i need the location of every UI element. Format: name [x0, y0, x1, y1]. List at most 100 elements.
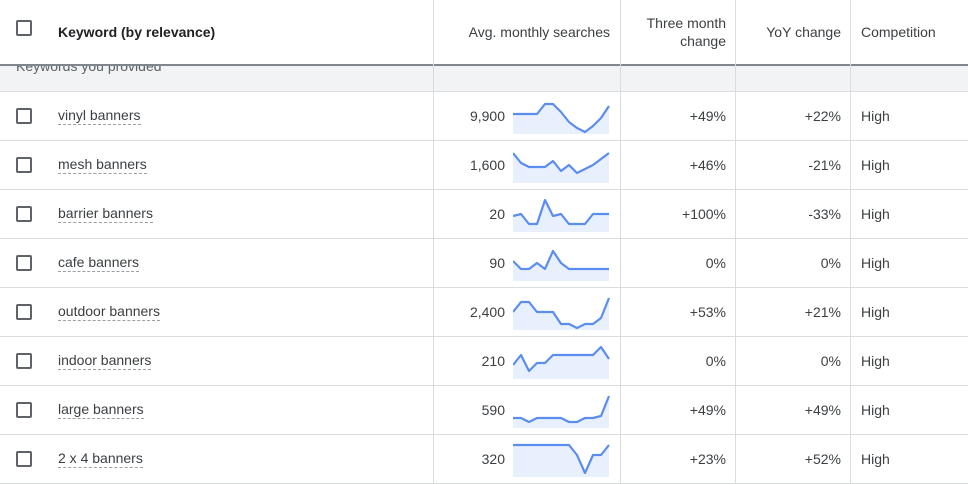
header-avg-monthly-searches[interactable]: Avg. monthly searches: [434, 0, 610, 64]
keyword-cell[interactable]: indoor banners: [58, 337, 152, 385]
sparkline-area: [513, 153, 609, 183]
trend-sparkline[interactable]: [513, 343, 610, 379]
trend-sparkline[interactable]: [513, 98, 610, 134]
header-competition-label: Competition: [861, 24, 936, 40]
yoy-change-value: 0%: [820, 353, 841, 369]
yoy-change-value: +21%: [804, 304, 841, 320]
select-all-checkbox[interactable]: [16, 20, 32, 36]
row-checkbox[interactable]: [16, 157, 32, 173]
competition-value: High: [861, 255, 890, 271]
column-divider: [735, 0, 736, 484]
table-row[interactable]: outdoor banners 2,400 +53% +21% High: [0, 288, 968, 337]
keyword-cell[interactable]: vinyl banners: [58, 92, 141, 140]
keyword-text[interactable]: 2 x 4 banners: [58, 450, 143, 468]
yoy-change-value: 0%: [820, 255, 841, 271]
competition-value: High: [861, 108, 890, 124]
avg-monthly-searches-value: 1,600: [469, 157, 505, 173]
trend-sparkline[interactable]: [513, 196, 610, 232]
header-keyword[interactable]: Keyword (by relevance): [58, 24, 216, 40]
avg-monthly-searches-value: 210: [481, 353, 505, 369]
sparkline-line: [513, 198, 609, 226]
avg-monthly-searches-value: 2,400: [469, 304, 505, 320]
keyword-text[interactable]: cafe banners: [58, 254, 139, 272]
competition-value: High: [861, 206, 890, 222]
sparkline-line: [513, 443, 610, 475]
keyword-text[interactable]: outdoor banners: [58, 303, 160, 321]
table-header: Keyword (by relevance) Avg. monthly sear…: [0, 0, 968, 66]
trend-sparkline[interactable]: [513, 441, 610, 477]
three-month-change-value: +23%: [689, 451, 726, 467]
table-row[interactable]: barrier banners 20 +100% -33% High: [0, 190, 968, 239]
table-row[interactable]: indoor banners 210 0% 0% High: [0, 337, 968, 386]
sparkline-area: [513, 298, 609, 330]
keyword-cell[interactable]: barrier banners: [58, 190, 153, 238]
header-avg-label: Avg. monthly searches: [468, 24, 610, 40]
section-keywords-provided: Keywords you provided: [0, 66, 968, 92]
avg-monthly-searches-value: 20: [489, 206, 505, 222]
competition-value: High: [861, 157, 890, 173]
three-month-change-value: +53%: [689, 304, 726, 320]
sparkline-area: [513, 396, 609, 428]
keyword-cell[interactable]: mesh banners: [58, 141, 147, 189]
three-month-change-value: 0%: [705, 255, 726, 271]
row-checkbox[interactable]: [16, 353, 32, 369]
competition-value: High: [861, 353, 890, 369]
avg-monthly-searches-value: 9,900: [469, 108, 505, 124]
header-three-month-line1: Three month: [646, 15, 726, 31]
row-checkbox[interactable]: [16, 304, 32, 320]
keyword-text[interactable]: barrier banners: [58, 205, 153, 223]
table-row[interactable]: large banners 590 +49% +49% High: [0, 386, 968, 435]
header-yoy-change[interactable]: YoY change: [736, 0, 841, 64]
column-divider: [850, 0, 851, 484]
sparkline-area: [513, 445, 609, 477]
keyword-cell[interactable]: cafe banners: [58, 239, 139, 287]
three-month-change-value: +49%: [689, 402, 726, 418]
table-row[interactable]: vinyl banners 9,900 +49% +22% High: [0, 92, 968, 141]
yoy-change-value: -21%: [808, 157, 841, 173]
keyword-cell[interactable]: large banners: [58, 386, 144, 434]
trend-sparkline[interactable]: [513, 147, 610, 183]
table-row[interactable]: cafe banners 90 0% 0% High: [0, 239, 968, 288]
sparkline-area: [513, 200, 609, 232]
competition-value: High: [861, 304, 890, 320]
row-checkbox[interactable]: [16, 451, 32, 467]
sparkline-line: [513, 249, 609, 271]
yoy-change-value: +22%: [804, 108, 841, 124]
column-divider: [620, 0, 621, 484]
keyword-text[interactable]: mesh banners: [58, 156, 147, 174]
header-three-month-line2: change: [680, 33, 726, 49]
table-row[interactable]: mesh banners 1,600 +46% -21% High: [0, 141, 968, 190]
table-row[interactable]: 2 x 4 banners 320 +23% +52% High: [0, 435, 968, 484]
column-divider: [433, 0, 434, 484]
keyword-cell[interactable]: 2 x 4 banners: [58, 435, 143, 483]
header-three-month-change[interactable]: Three month change: [621, 0, 726, 64]
header-competition[interactable]: Competition: [861, 0, 961, 64]
row-checkbox[interactable]: [16, 108, 32, 124]
three-month-change-value: +100%: [682, 206, 726, 222]
sparkline-line: [513, 102, 610, 134]
yoy-change-value: +49%: [804, 402, 841, 418]
sparkline-line: [513, 297, 610, 330]
trend-sparkline[interactable]: [513, 245, 610, 281]
competition-value: High: [861, 402, 890, 418]
avg-monthly-searches-value: 90: [489, 255, 505, 271]
keyword-text[interactable]: indoor banners: [58, 352, 152, 370]
keyword-text[interactable]: large banners: [58, 401, 144, 419]
row-checkbox[interactable]: [16, 206, 32, 222]
sparkline-area: [513, 251, 609, 281]
avg-monthly-searches-value: 590: [481, 402, 505, 418]
sparkline-line: [513, 395, 610, 424]
three-month-change-value: +49%: [689, 108, 726, 124]
yoy-change-value: +52%: [804, 451, 841, 467]
three-month-change-value: +46%: [689, 157, 726, 173]
yoy-change-value: -33%: [808, 206, 841, 222]
row-checkbox[interactable]: [16, 255, 32, 271]
row-checkbox[interactable]: [16, 402, 32, 418]
trend-sparkline[interactable]: [513, 392, 610, 428]
sparkline-line: [513, 345, 610, 373]
trend-sparkline[interactable]: [513, 294, 610, 330]
keyword-cell[interactable]: outdoor banners: [58, 288, 160, 336]
section-label: Keywords you provided: [16, 66, 162, 74]
keyword-text[interactable]: vinyl banners: [58, 107, 141, 125]
